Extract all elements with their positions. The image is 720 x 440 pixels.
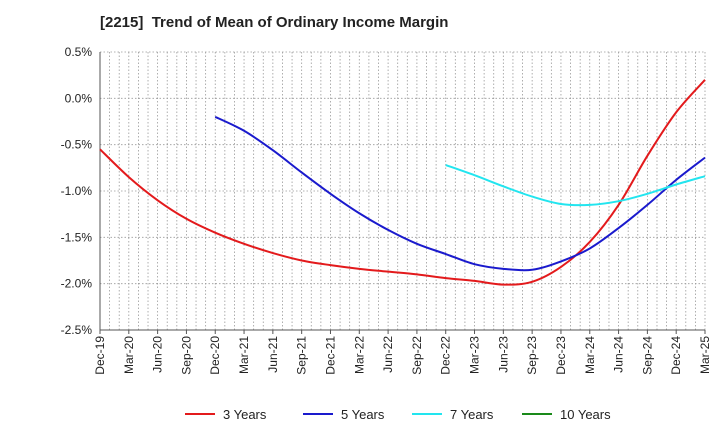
y-tick-label: -0.5% [61,138,93,152]
x-tick-label: Dec-24 [669,336,683,375]
y-tick-label: 0.0% [65,91,93,105]
x-tick-label: Jun-23 [496,336,510,373]
legend-label-5-years: 5 Years [341,407,385,422]
x-tick-label: Sep-23 [525,336,539,375]
chart-title: [2215] Trend of Mean of Ordinary Income … [100,14,449,31]
series-line-3-years [99,79,706,286]
x-tick-label: Mar-21 [237,336,251,374]
x-tick-label: Mar-24 [583,336,597,374]
y-tick-label: 0.5% [65,45,93,59]
x-tick-label: Sep-22 [410,336,424,375]
x-tick-label: Mar-25 [698,336,712,374]
legend-label-10-years: 10 Years [560,407,611,422]
x-tick-label: Dec-21 [323,336,337,375]
x-tick-label: Sep-21 [295,336,309,375]
x-tick-label: Sep-24 [640,336,654,375]
y-tick-label: -2.5% [61,323,93,337]
x-tick-label: Jun-24 [612,336,626,373]
x-tick-label: Dec-19 [93,336,107,375]
x-tick-label: Dec-20 [208,336,222,375]
x-tick-label: Mar-22 [352,336,366,374]
y-tick-label: -1.0% [61,184,93,198]
y-tick-label: -1.5% [61,230,93,244]
x-tick-label: Jun-22 [381,336,395,373]
legend-label-3-years: 3 Years [223,407,267,422]
legend-label-7-years: 7 Years [450,407,494,422]
x-tick-label: Sep-20 [179,336,193,375]
x-tick-label: Mar-20 [122,336,136,374]
series-line-7-years [445,164,706,207]
series-line-5-years [214,115,706,272]
x-tick-label: Dec-23 [554,336,568,375]
x-tick-label: Dec-22 [439,336,453,375]
x-tick-label: Mar-23 [468,336,482,374]
y-tick-label: -2.0% [61,277,93,291]
x-tick-label: Jun-20 [151,336,165,373]
x-tick-label: Jun-21 [266,336,280,373]
